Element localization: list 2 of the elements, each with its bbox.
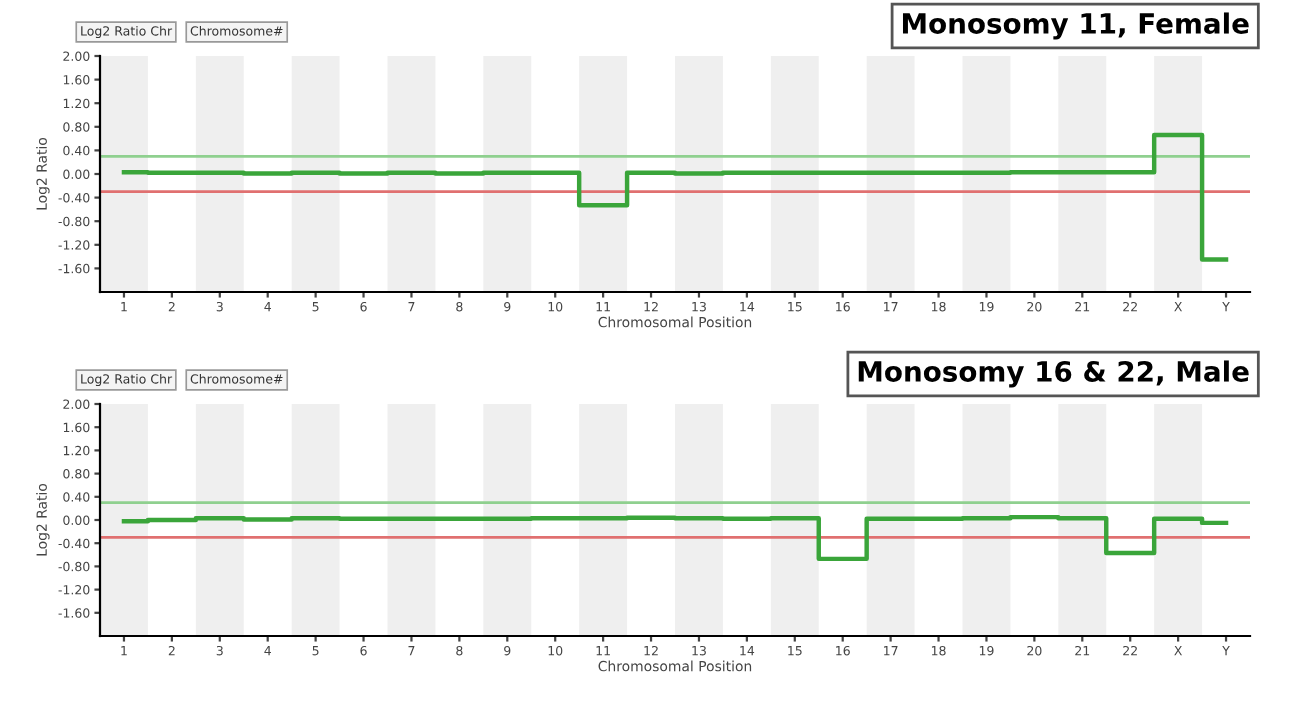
chart-title: Monosomy 16 & 22, Male <box>858 360 1249 388</box>
chart-title: Monosomy 11, Female <box>902 12 1249 40</box>
